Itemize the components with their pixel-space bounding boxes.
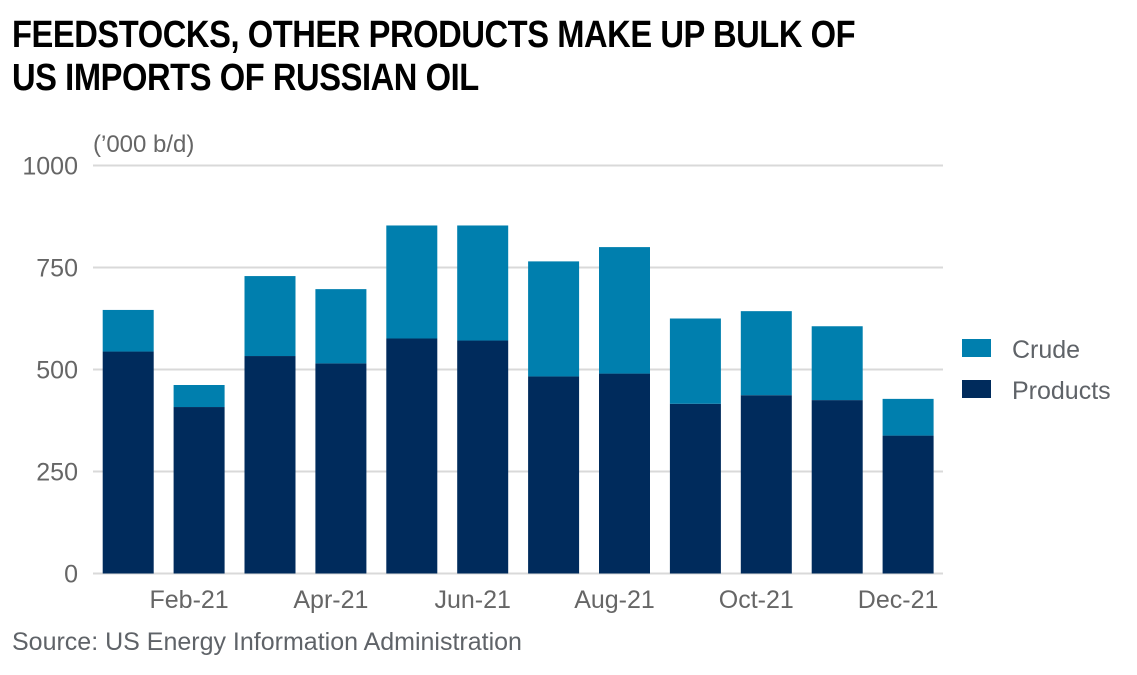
y-tick-label: 750	[36, 255, 78, 283]
bar-products-sep-21	[669, 403, 721, 574]
y-tick-label: 1000	[22, 153, 78, 181]
x-tick-label: Dec-21	[858, 586, 939, 614]
bar-products-jun-21	[457, 340, 509, 574]
bar-crude-apr-21	[315, 289, 367, 364]
bar-crude-jul-21	[528, 261, 580, 377]
bar-products-mar-21	[244, 356, 296, 574]
bar-crude-dec-21	[882, 398, 934, 436]
bar-crude-mar-21	[244, 276, 296, 357]
bar-products-apr-21	[315, 363, 367, 574]
legend-label-crude: Crude	[1012, 336, 1080, 364]
bar-products-oct-21	[740, 395, 792, 574]
bar-crude-may-21	[386, 225, 438, 339]
chart-title: FEEDSTOCKS, OTHER PRODUCTS MAKE UP BULK …	[12, 14, 856, 100]
y-tick-label: 0	[64, 561, 78, 589]
source-note: Source: US Energy Information Administra…	[12, 628, 522, 656]
bar-products-jan-21	[102, 351, 154, 574]
bar-products-dec-21	[882, 435, 934, 574]
bar-crude-jun-21	[457, 225, 509, 341]
chart-title-line-2: US IMPORTS OF RUSSIAN OIL	[12, 57, 479, 99]
bar-products-aug-21	[599, 373, 650, 574]
legend-label-products: Products	[1012, 377, 1111, 405]
x-tick-label: Aug-21	[574, 586, 655, 614]
gridlines	[93, 164, 943, 575]
y-axis-ticks: 0 250 500 750 1000	[22, 153, 78, 589]
legend-swatch-crude	[962, 339, 991, 357]
x-axis-ticks: Feb-21 Apr-21 Jun-21 Aug-21 Oct-21 Dec-21	[149, 586, 938, 614]
x-tick-label: Feb-21	[149, 586, 228, 614]
bar-crude-feb-21	[173, 385, 225, 408]
chart-title-line-1: FEEDSTOCKS, OTHER PRODUCTS MAKE UP BULK …	[12, 14, 856, 56]
bar-products-may-21	[386, 338, 438, 574]
x-tick-label: Jun-21	[434, 586, 510, 614]
y-axis-unit-label: (’000 b/d)	[93, 131, 194, 158]
bar-products-jul-21	[528, 376, 580, 574]
bar-crude-nov-21	[811, 326, 863, 401]
bar-crude-jan-21	[102, 309, 154, 352]
bars	[102, 225, 934, 574]
legend: Crude Products	[962, 336, 1111, 405]
bar-crude-aug-21	[599, 247, 650, 374]
bar-crude-oct-21	[740, 311, 792, 396]
bar-products-feb-21	[173, 407, 225, 574]
bar-crude-sep-21	[669, 318, 721, 404]
x-tick-label: Apr-21	[293, 586, 368, 614]
y-tick-label: 250	[36, 459, 78, 487]
x-tick-label: Oct-21	[719, 586, 794, 614]
legend-swatch-products	[962, 380, 991, 398]
bar-products-nov-21	[811, 400, 863, 574]
y-tick-label: 500	[36, 357, 78, 385]
